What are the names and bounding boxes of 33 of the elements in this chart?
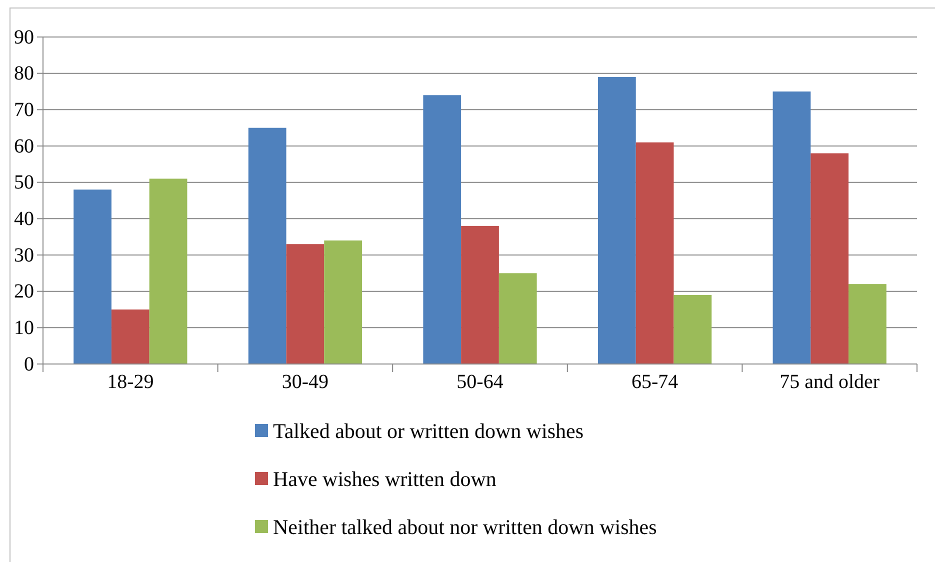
y-tick-label: 20 xyxy=(14,280,34,303)
x-tick-label: 65-74 xyxy=(631,371,678,394)
y-tick-label: 50 xyxy=(14,172,34,194)
bar xyxy=(461,226,499,364)
legend-label: Have wishes written down xyxy=(273,467,497,491)
bar xyxy=(423,95,462,364)
bar xyxy=(286,244,324,364)
x-tick-label: 75 and older xyxy=(780,371,880,394)
bar xyxy=(772,92,811,364)
y-tick-label: 60 xyxy=(14,135,34,158)
bar xyxy=(674,294,712,364)
legend-label: Neither talked about nor written down wishes xyxy=(273,515,657,539)
x-tick-label: 30-49 xyxy=(282,371,329,394)
bar xyxy=(74,190,112,364)
y-tick-label: 70 xyxy=(14,99,34,122)
bar xyxy=(598,76,636,364)
y-tick-label: 30 xyxy=(14,244,34,266)
bar xyxy=(498,273,537,364)
bar xyxy=(636,142,674,364)
bar xyxy=(810,153,849,364)
x-tick-label: 18-29 xyxy=(107,371,154,394)
y-tick-label: 0 xyxy=(24,353,34,376)
legend-label: Talked about or written down wishes xyxy=(273,419,584,443)
y-tick-label: 40 xyxy=(14,208,34,230)
y-tick-label: 80 xyxy=(14,62,34,85)
bar xyxy=(848,284,886,364)
y-tick-label: 90 xyxy=(14,26,34,48)
bar xyxy=(324,240,362,364)
x-tick-label: 50-64 xyxy=(456,371,504,394)
bar xyxy=(248,128,286,364)
bar xyxy=(111,310,150,364)
y-tick-label: 10 xyxy=(14,317,34,340)
bar xyxy=(149,178,188,364)
